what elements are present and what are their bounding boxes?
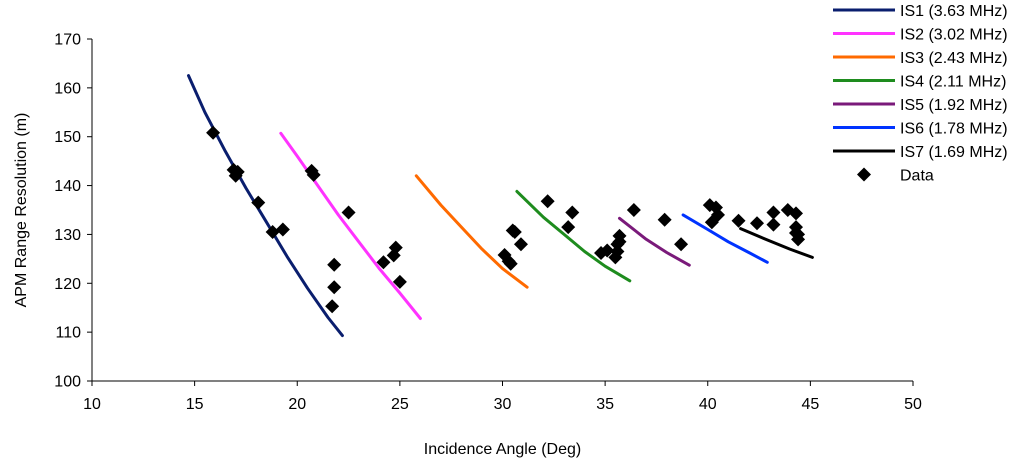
legend-label-8: Data (900, 168, 934, 185)
data-point (325, 299, 340, 314)
data-point (230, 164, 245, 179)
data-point (674, 237, 689, 252)
data-point (503, 256, 518, 271)
chart-legend: IS1 (3.63 MHz) IS2 (3.02 MHz) IS3 (2.43 MH… (833, 3, 1008, 185)
series-line-6 (681, 213, 769, 264)
data-point (610, 244, 625, 259)
data-point (789, 206, 804, 221)
x-tick-label: 45 (801, 396, 819, 413)
data-point (265, 224, 280, 239)
data-point (327, 257, 342, 272)
data-point (275, 222, 290, 237)
legend-swatch-data (857, 167, 871, 182)
data-point (731, 213, 746, 228)
y-tick-label: 130 (54, 227, 81, 244)
x-tick-label: 30 (494, 396, 512, 413)
legend-label-4: IS4 (2.11 MHz) (900, 74, 1006, 91)
y-tick-label: 110 (55, 325, 81, 342)
x-tick-label: 40 (699, 396, 717, 413)
data-point (657, 212, 672, 227)
y-tick-label: 140 (54, 178, 81, 195)
data-point (206, 125, 221, 140)
chart-ticks: 100 110 120 130 140 150 160 170 10 15 20 25 30 35 40 45… (54, 32, 922, 414)
y-tick-label: 160 (54, 80, 81, 97)
y-tick-label: 100 (54, 374, 81, 391)
chart-series (187, 74, 814, 338)
y-tick-label: 120 (54, 276, 81, 293)
legend-label-1: IS1 (3.63 MHz) (900, 3, 1008, 20)
y-tick-label: 150 (54, 129, 81, 146)
legend-label-2: IS2 (3.02 MHz) (900, 27, 1008, 44)
data-point (750, 216, 765, 231)
data-point (251, 195, 266, 210)
legend-label-6: IS6 (1.78 MHz) (900, 121, 1008, 138)
y-axis-title: APM Range Resolution (m) (13, 113, 30, 308)
legend-label-7: IS7 (1.69 MHz) (900, 144, 1008, 161)
data-point (711, 207, 726, 222)
data-point (766, 205, 781, 220)
data-point (600, 243, 615, 258)
x-tick-label: 50 (904, 396, 922, 413)
x-tick-label: 10 (83, 396, 101, 413)
data-point (341, 205, 356, 220)
series-line-1 (187, 74, 344, 338)
x-axis-title: Incidence Angle (Deg) (424, 441, 581, 458)
series-line-2 (279, 131, 422, 320)
x-tick-label: 25 (391, 396, 409, 413)
data-point (791, 227, 806, 242)
data-point (561, 220, 576, 235)
data-point (327, 280, 342, 295)
series-line-3 (414, 174, 529, 289)
data-point (392, 274, 407, 289)
data-point (376, 255, 391, 270)
data-point (565, 205, 580, 220)
x-tick-label: 35 (596, 396, 614, 413)
data-point (626, 203, 641, 217)
data-point (513, 237, 528, 252)
data-point (306, 167, 321, 182)
series-line-4 (515, 189, 632, 283)
data-point (612, 228, 627, 243)
series-line-5 (618, 216, 691, 267)
data-point (507, 224, 522, 239)
data-point (540, 194, 555, 209)
x-tick-label: 20 (288, 396, 306, 413)
series-line-7 (739, 227, 814, 259)
x-tick-label: 15 (186, 396, 204, 413)
data-point (388, 240, 403, 255)
legend-label-5: IS5 (1.92 MHz) (900, 97, 1008, 114)
data-point (766, 217, 781, 232)
legend-label-3: IS3 (2.43 MHz) (900, 50, 1008, 67)
y-tick-label: 170 (54, 32, 81, 49)
